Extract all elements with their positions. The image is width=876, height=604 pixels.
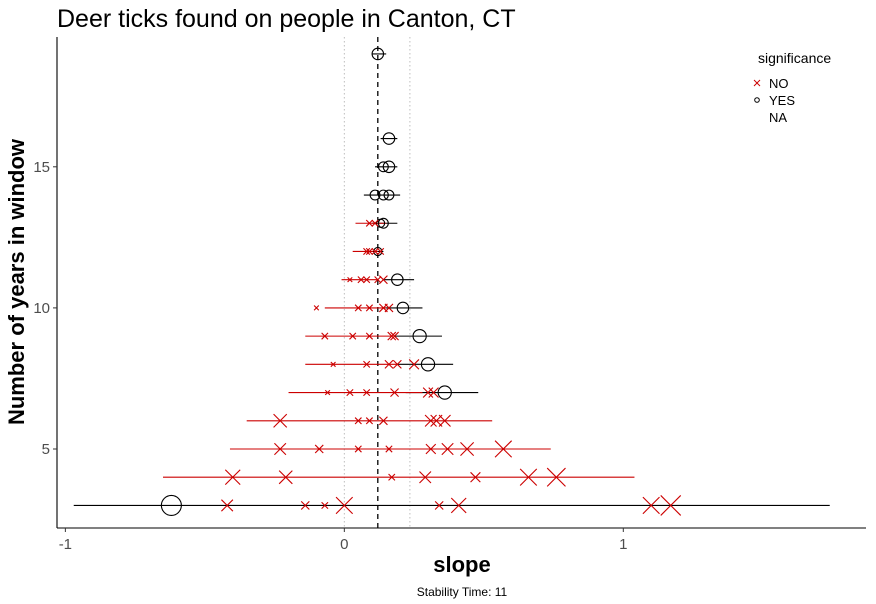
- point-no: [460, 441, 475, 456]
- plot-area: [73, 37, 830, 528]
- point-no: [374, 276, 382, 284]
- point-no: [357, 276, 365, 284]
- y-tick-label: 15: [33, 159, 50, 176]
- point-yes: [391, 273, 404, 286]
- point-no: [422, 387, 434, 398]
- point-no: [384, 359, 394, 369]
- point-no: [274, 442, 287, 456]
- point-no: [428, 387, 439, 398]
- point-yes: [377, 217, 389, 229]
- point-no: [221, 499, 234, 512]
- point-yes: [376, 218, 386, 228]
- point-yes: [437, 385, 452, 400]
- point-no: [314, 444, 324, 454]
- x-tick-label: 0: [340, 536, 348, 553]
- point-no: [660, 495, 682, 516]
- point-no: [365, 219, 374, 227]
- point-no: [363, 360, 371, 368]
- point-no: [425, 443, 437, 455]
- legend-label: YES: [769, 93, 795, 108]
- point-no: [371, 247, 379, 256]
- point-no: [378, 275, 388, 285]
- point-no: [321, 501, 329, 510]
- point-yes: [383, 189, 395, 201]
- point-yes: [377, 161, 389, 173]
- point-no: [390, 331, 399, 341]
- point-no: [546, 467, 566, 487]
- point-yes: [382, 160, 396, 174]
- point-no: [330, 361, 336, 368]
- y-ticks: 5 10 15: [33, 159, 57, 458]
- legend: significance NO YES NA: [753, 50, 831, 125]
- point-no: [424, 414, 437, 427]
- point-no: [349, 332, 357, 340]
- point-no: [363, 247, 371, 256]
- point-no: [335, 496, 354, 515]
- point-no: [470, 471, 481, 483]
- point-no: [365, 417, 374, 425]
- x-tick-label: 1: [619, 536, 627, 553]
- point-no: [377, 247, 385, 256]
- point-no: [408, 359, 420, 370]
- point-no: [346, 388, 354, 397]
- point-no: [321, 332, 329, 340]
- point-no: [365, 332, 374, 340]
- point-no: [365, 304, 374, 312]
- point-no: [278, 470, 293, 485]
- point-no: [642, 496, 660, 515]
- x-ticks: -1 0 1: [59, 528, 627, 553]
- point-no: [378, 416, 388, 426]
- point-no: [392, 359, 402, 369]
- point-yes: [377, 189, 389, 201]
- y-tick-label: 10: [33, 300, 50, 317]
- point-no: [384, 303, 394, 313]
- point-no: [354, 304, 362, 312]
- point-yes: [412, 328, 427, 344]
- point-no: [438, 414, 451, 427]
- point-no: [313, 305, 320, 311]
- chart-caption: Stability Time: 11: [417, 585, 508, 599]
- point-no: [365, 247, 374, 256]
- point-no: [300, 500, 310, 510]
- y-tick-label: 5: [42, 441, 50, 458]
- point-no: [387, 331, 397, 341]
- point-no: [494, 440, 513, 458]
- point-yes: [369, 189, 381, 201]
- point-no: [324, 389, 331, 396]
- point-no: [371, 219, 379, 227]
- point-no: [519, 468, 538, 486]
- y-axis-title: Number of years in window: [4, 138, 29, 425]
- point-no: [385, 445, 393, 453]
- legend-label: NO: [769, 76, 789, 91]
- legend-key-x: [753, 79, 761, 87]
- point-yes: [160, 494, 182, 516]
- point-no: [224, 469, 241, 486]
- point-no: [388, 473, 396, 481]
- legend-label: NA: [769, 110, 787, 125]
- chart-title: Deer ticks found on people in Canton, CT: [57, 5, 516, 33]
- point-no: [273, 413, 288, 428]
- point-no: [419, 471, 432, 484]
- point-yes: [373, 246, 383, 257]
- point-no: [347, 276, 353, 283]
- point-yes: [420, 357, 436, 372]
- legend-title: significance: [758, 50, 831, 66]
- point-no: [390, 388, 399, 397]
- legend-key-circle: [754, 97, 760, 103]
- point-no: [441, 442, 454, 456]
- point-yes: [382, 132, 396, 145]
- point-yes: [371, 47, 385, 61]
- point-no: [363, 388, 371, 397]
- point-no: [434, 500, 444, 510]
- point-no: [354, 445, 362, 453]
- x-axis-title: slope: [433, 552, 490, 577]
- point-no: [354, 417, 362, 425]
- point-no: [450, 497, 467, 514]
- point-no: [363, 276, 371, 284]
- x-tick-label: -1: [59, 536, 72, 553]
- point-yes: [396, 301, 410, 315]
